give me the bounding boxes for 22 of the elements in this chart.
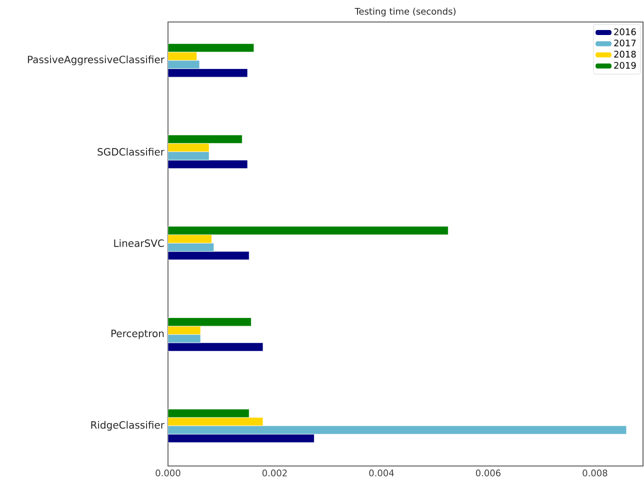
bar: [168, 226, 448, 235]
bar: [168, 318, 252, 326]
x-tick-label: 0.002: [262, 470, 287, 476]
bar: [168, 342, 264, 352]
y-tick-label: PassiveAggressiveClassifier: [28, 56, 164, 66]
y-tick-label: SGDClassifier: [98, 148, 164, 156]
x-tick-label: 0.006: [476, 470, 501, 476]
legend-label: 2018: [614, 50, 636, 58]
x-tick-label: 0.000: [156, 470, 180, 476]
bar: [168, 426, 627, 434]
x-tick-label: 0.008: [582, 470, 608, 476]
bar: [168, 68, 248, 78]
legend-label: 2016: [614, 28, 636, 36]
y-tick-label: LinearSVC: [114, 239, 164, 247]
x-tick-label: 0.004: [369, 470, 394, 476]
legend-label: 2017: [614, 40, 636, 46]
bar: [168, 60, 200, 69]
y-tick-label: RidgeClassifier: [91, 420, 164, 431]
legend-label: 2019: [614, 62, 636, 69]
chart-title: Testing time (seconds): [354, 8, 456, 16]
y-tick-label: Perceptron: [111, 330, 164, 340]
bar: [168, 152, 210, 160]
